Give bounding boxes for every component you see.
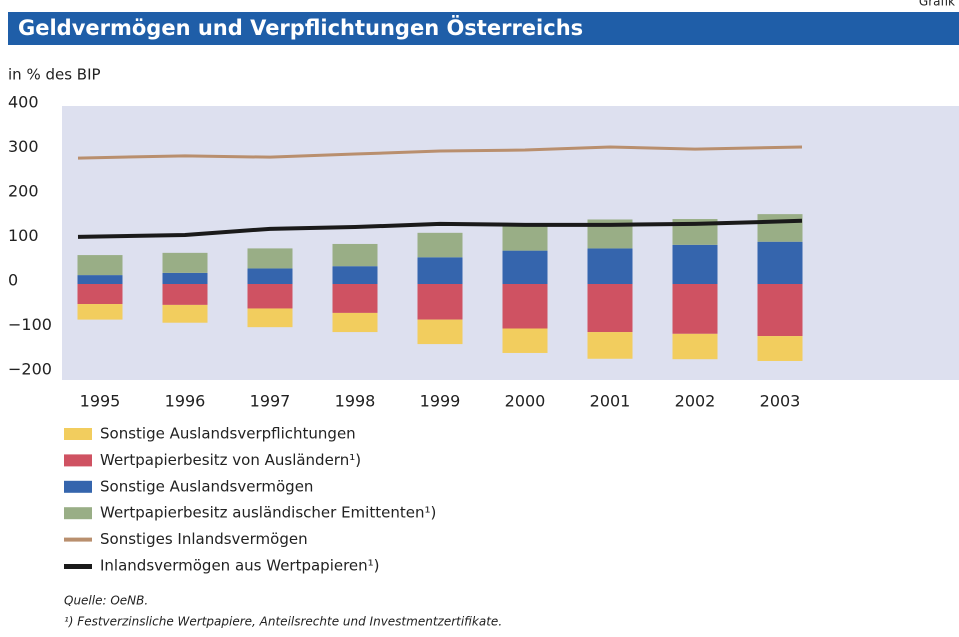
y-tick-label: 200	[8, 182, 39, 201]
legend-swatch	[64, 454, 92, 467]
legend-label: Sonstiges Inlandsvermögen	[100, 530, 308, 548]
bar	[417, 319, 463, 345]
footnote: ¹) Festverzinsliche Wertpapiere, Anteils…	[64, 615, 502, 629]
x-tick-label: 1997	[250, 392, 291, 411]
bar	[332, 243, 378, 267]
y-tick-label: −100	[8, 315, 52, 334]
bar	[587, 284, 633, 333]
legend-label: Sonstige Auslandsvermögen	[100, 477, 313, 495]
legend-swatch	[64, 428, 92, 440]
x-tick-label: 2000	[505, 392, 546, 411]
x-tick-label: 1998	[335, 392, 376, 411]
bar	[417, 257, 463, 284]
x-tick-label: 2003	[760, 392, 801, 411]
x-tick-label: 1996	[165, 392, 206, 411]
x-tick-label: 1995	[80, 392, 121, 411]
legend-label: Wertpapierbesitz von Ausländern¹)	[100, 451, 361, 469]
bar	[247, 268, 293, 284]
bar	[417, 284, 463, 320]
bar	[757, 284, 803, 337]
bar	[77, 275, 123, 284]
bar	[77, 284, 123, 305]
legend-label: Sonstige Auslandsverpflichtungen	[100, 425, 356, 443]
bar	[417, 232, 463, 258]
bar	[757, 214, 803, 242]
x-tick-label: 2001	[590, 392, 631, 411]
bar	[502, 250, 548, 284]
bar	[247, 248, 293, 269]
line	[77, 145, 803, 160]
title-bar	[8, 12, 959, 45]
y-tick-label: −200	[8, 360, 52, 379]
bar	[77, 255, 123, 276]
y-tick-label: 0	[8, 271, 18, 290]
bar	[162, 252, 208, 273]
legend-label: Wertpapierbesitz ausländischer Emittente…	[100, 504, 436, 522]
x-tick-label: 1999	[420, 392, 461, 411]
legend-swatch	[64, 507, 92, 520]
line	[77, 218, 803, 239]
bar	[332, 266, 378, 284]
x-tick-label: 2002	[675, 392, 716, 411]
legend-swatch	[64, 480, 92, 493]
bar	[162, 304, 208, 323]
bar	[502, 224, 548, 251]
bar	[502, 284, 548, 329]
source: Quelle: OeNB.	[64, 594, 148, 608]
bar	[332, 312, 378, 333]
bar	[247, 284, 293, 309]
bar	[502, 328, 548, 353]
bar	[672, 333, 718, 360]
bar	[332, 284, 378, 313]
legend-swatch	[64, 564, 92, 569]
bar	[757, 241, 803, 284]
bar	[162, 284, 208, 305]
bar	[672, 244, 718, 284]
bar	[247, 308, 293, 328]
bar	[587, 332, 633, 359]
bar	[162, 272, 208, 284]
bar	[77, 304, 123, 320]
legend-label: Inlandsvermögen aus Wertpapieren¹)	[100, 557, 380, 575]
subtitle: in % des BIP	[8, 66, 101, 84]
chart-title: Geldvermögen und Verpflichtungen Österre…	[18, 15, 583, 40]
y-tick-label: 400	[8, 93, 39, 112]
corner-label: Grafik	[919, 0, 955, 9]
legend-swatch	[64, 537, 92, 542]
bar	[757, 336, 803, 361]
y-tick-label: 100	[8, 226, 39, 245]
bar	[672, 284, 718, 334]
y-tick-label: 300	[8, 137, 39, 156]
bar	[587, 248, 633, 284]
